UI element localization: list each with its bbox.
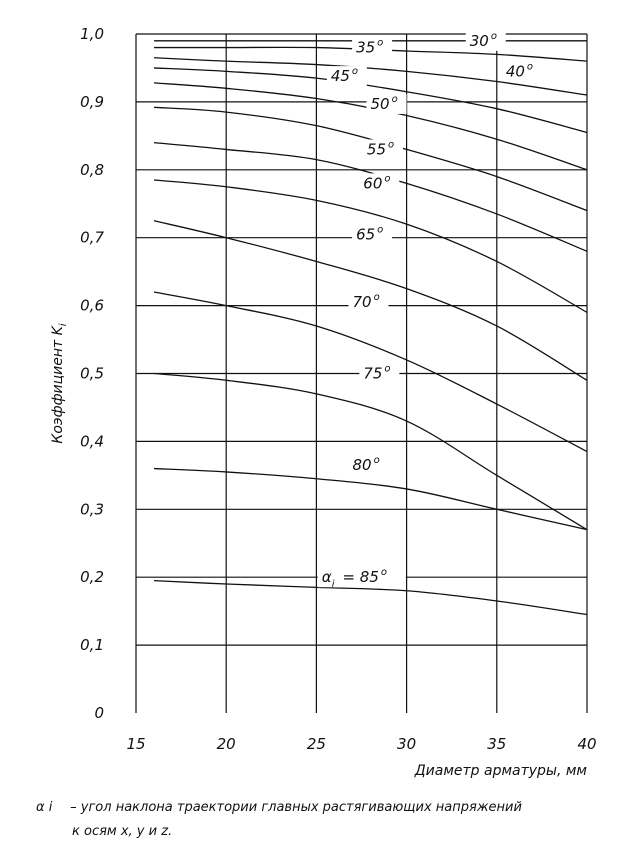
y-tick-label: 0,6 (80, 297, 104, 315)
curve-label-text: 40 o (506, 61, 533, 80)
curve-label-text: 70 o (352, 292, 379, 311)
footnote-symbol: α i (36, 800, 53, 815)
footnote-line-1: α i – угол наклона траектории главных ра… (36, 796, 611, 820)
curve-label: 30 o (465, 30, 506, 51)
y-tick-label: 0,8 (80, 161, 104, 179)
curve-label-text: αi = 85 o (322, 567, 387, 590)
curve-label-text: 75 o (363, 364, 390, 383)
x-tick-label: 40 (577, 735, 596, 753)
y-tick-labels: 0 0,1 0,2 0,3 0,4 0,5 0,6 0,7 0,8 0,9 1,0 (80, 25, 104, 722)
curve-label: 45 o (326, 66, 367, 87)
curve-label: 40 o (501, 61, 542, 82)
curve-label-text: 80 o (352, 455, 379, 474)
footnote: α i – угол наклона траектории главных ра… (36, 796, 611, 844)
x-tick-labels: 15 20 25 30 35 40 (126, 735, 596, 753)
footnote-line-2: к осям x, y и z. (36, 820, 611, 844)
footnote-text-1: – угол наклона траектории главных растяг… (70, 800, 522, 815)
curve-65 (153, 179, 588, 313)
curve-80 (153, 372, 588, 531)
curve-label-text: 35 o (356, 38, 383, 57)
y-tick-label: 0,2 (80, 568, 104, 586)
chart: 15 20 25 30 35 40 0 0,1 0,2 0,3 0,4 0,5 0,6 0,7 0,8 0,… (50, 25, 597, 779)
x-tick-label: 15 (126, 735, 145, 753)
horizontal-gridlines (136, 33, 587, 646)
y-tick-label: 0,9 (80, 93, 104, 111)
y-tick-label: 0,5 (80, 365, 104, 383)
curve-label: 70 o (348, 292, 389, 313)
curve-label: 60 o (359, 173, 400, 194)
curve-label: 80 o (348, 455, 389, 476)
y-tick-label: 0,4 (80, 432, 104, 450)
y-axis-title: Коэффициент Ki (50, 323, 69, 443)
y-tick-label: 1,0 (80, 25, 104, 43)
x-tick-label: 20 (217, 735, 236, 753)
curve-85 (154, 579, 588, 616)
curve-75 (153, 291, 588, 453)
curve-55 (153, 106, 588, 212)
x-tick-label: 25 (307, 735, 326, 753)
curve-label-text: 55 o (367, 139, 394, 158)
curve-label: 55 o (362, 139, 403, 160)
curve-60 (153, 141, 588, 252)
curve-label: 50 o (366, 93, 407, 114)
curve-label-text: 50 o (371, 94, 398, 113)
y-tick-label: 0,3 (80, 500, 104, 518)
curve-label-text: 45 o (331, 66, 358, 85)
curve-85 (154, 467, 588, 531)
curve-labels: 30 o 35 o 40 o 45 o 50 o 55 o 60 o 65 o 70 o 75 o 80 o αi = 85 o (317, 30, 542, 590)
x-tick-label: 30 (397, 735, 416, 753)
footnote-text-2: к осям x, y и z. (72, 824, 173, 839)
curve-label: 65 o (352, 224, 393, 245)
y-tick-label: 0 (94, 704, 104, 722)
curves (153, 40, 588, 616)
curve-label: 35 o (352, 37, 393, 58)
curve-label: 75 o (359, 363, 400, 384)
curve-50 (153, 82, 588, 171)
curve-label-text: 30 o (470, 31, 497, 50)
y-tick-label: 0,1 (80, 636, 104, 654)
curve-label: αi = 85 o (317, 567, 406, 590)
x-axis-title: Диаметр арматуры, мм (414, 763, 588, 779)
curve-label-text: 65 o (356, 224, 383, 243)
curve-70 (153, 220, 588, 381)
y-tick-label: 0,7 (80, 229, 104, 247)
x-tick-label: 35 (487, 735, 506, 753)
curve-label-text: 60 o (363, 173, 390, 192)
